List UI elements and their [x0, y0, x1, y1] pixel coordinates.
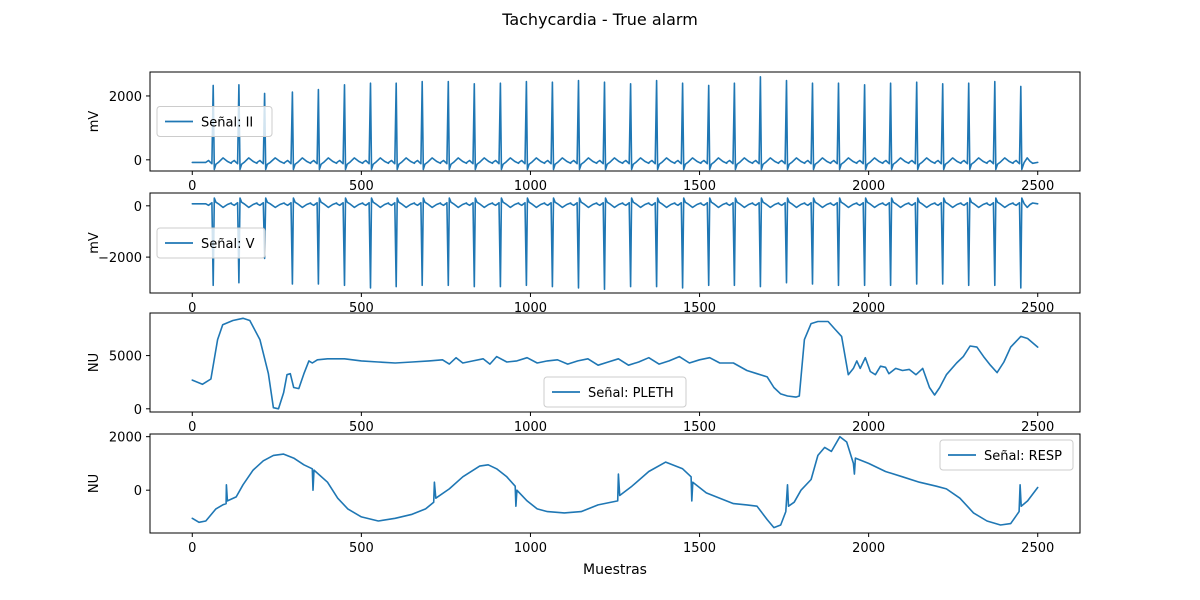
legend-frame [156, 227, 266, 259]
x-tick-label: 0 [188, 179, 196, 194]
y-axis-label: NU [87, 353, 102, 372]
x-tick-label: 2500 [1021, 179, 1054, 194]
axes-frame [149, 192, 1081, 294]
y-axis-label: mV [87, 111, 102, 133]
x-tick-label: 1000 [514, 179, 547, 194]
legend: Señal: RESP [939, 439, 1074, 471]
x-tick-label: 500 [349, 301, 374, 316]
legend-label: Señal: RESP [984, 449, 1062, 464]
x-tick-label: 500 [349, 541, 374, 556]
y-tick-label: 0 [134, 200, 142, 215]
x-tick-label: 0 [188, 301, 196, 316]
series-line [191, 317, 1039, 410]
legend-label: Señal: II [201, 116, 253, 131]
series-line [191, 435, 1039, 529]
y-tick-label: 5000 [109, 350, 142, 365]
legend-label: Señal: V [201, 237, 255, 252]
legend-frame [939, 439, 1074, 471]
y-axis-label: mV [87, 232, 102, 254]
x-tick-label: 2500 [1021, 420, 1054, 435]
x-tick-label: 1500 [683, 301, 716, 316]
x-tick-label: 0 [188, 541, 196, 556]
subplot-2: 0 500 1000 1500 2000 2500 −2000 0 mV Señal: V [87, 192, 1081, 316]
x-tick-label: 2000 [852, 420, 885, 435]
axes-frame [149, 433, 1081, 534]
series-line [191, 76, 1039, 171]
legend-frame [543, 376, 687, 408]
y-tick-label: −2000 [98, 251, 142, 266]
x-tick-label: 2000 [852, 301, 885, 316]
x-tick-label: 1000 [514, 541, 547, 556]
axes-layer: 0 500 1000 1500 2000 2500 0 2000 mV Señal: II 0 500… [87, 71, 1081, 556]
y-tick-label: 2000 [109, 431, 142, 446]
axes-frame [149, 312, 1081, 413]
y-tick-label: 0 [134, 154, 142, 169]
y-tick-label: 0 [134, 403, 142, 418]
series-line [191, 197, 1039, 290]
legend-frame [156, 106, 273, 137]
x-tick-label: 2500 [1021, 301, 1054, 316]
subplot-4: 0 500 1000 1500 2000 2500 0 2000 NU Señal: RESP [87, 431, 1081, 556]
x-tick-label: 1500 [683, 541, 716, 556]
x-tick-label: 2000 [852, 541, 885, 556]
x-tick-label: 1000 [514, 301, 547, 316]
legend-label: Señal: PLETH [588, 386, 674, 401]
x-tick-label: 1000 [514, 420, 547, 435]
x-tick-label: 500 [349, 420, 374, 435]
legend: Señal: V [156, 227, 266, 259]
axes-frame [149, 71, 1081, 172]
y-axis-label: NU [87, 474, 102, 493]
x-axis-label: Muestras [583, 562, 647, 578]
x-tick-label: 1500 [683, 179, 716, 194]
y-tick-label: 2000 [109, 90, 142, 105]
subplot-3: 0 500 1000 1500 2000 2500 0 5000 NU Señal: PLETH [87, 312, 1081, 435]
x-tick-label: 2500 [1021, 541, 1054, 556]
x-tick-label: 0 [188, 420, 196, 435]
legend: Señal: II [156, 106, 273, 137]
legend: Señal: PLETH [543, 376, 687, 408]
y-tick-label: 0 [134, 484, 142, 499]
subplot-1: 0 500 1000 1500 2000 2500 0 2000 mV Señal: II [87, 71, 1081, 194]
x-tick-label: 2000 [852, 179, 885, 194]
x-tick-label: 500 [349, 179, 374, 194]
figure-title: Tachycardia - True alarm [501, 10, 698, 29]
x-tick-label: 1500 [683, 420, 716, 435]
